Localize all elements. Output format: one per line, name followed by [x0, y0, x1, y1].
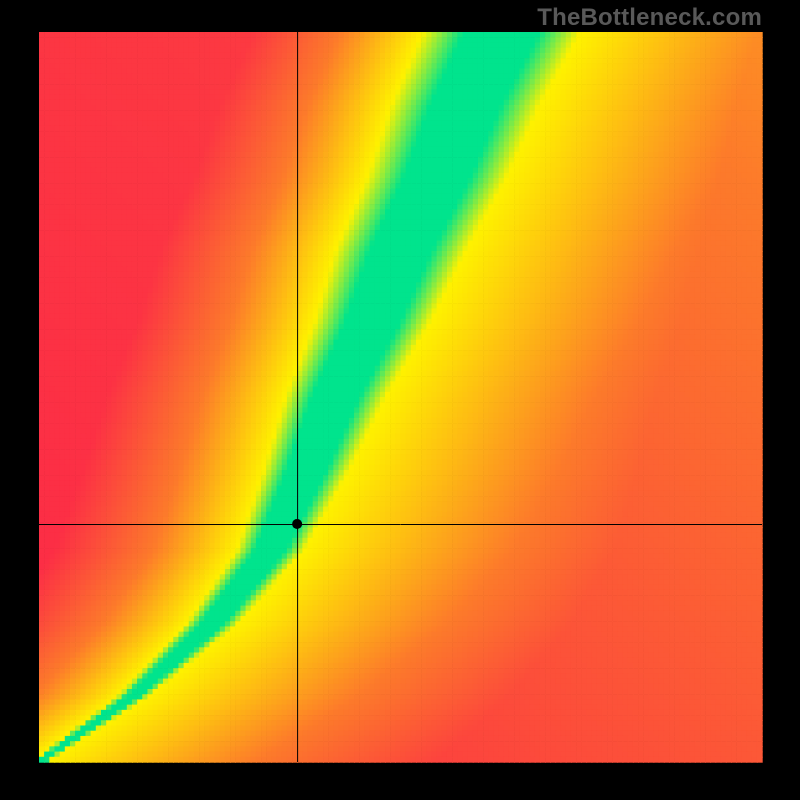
bottleneck-heatmap [0, 0, 800, 800]
watermark-text: TheBottleneck.com [537, 4, 762, 32]
chart-container: { "watermark": { "text": "TheBottleneck.… [0, 0, 800, 800]
